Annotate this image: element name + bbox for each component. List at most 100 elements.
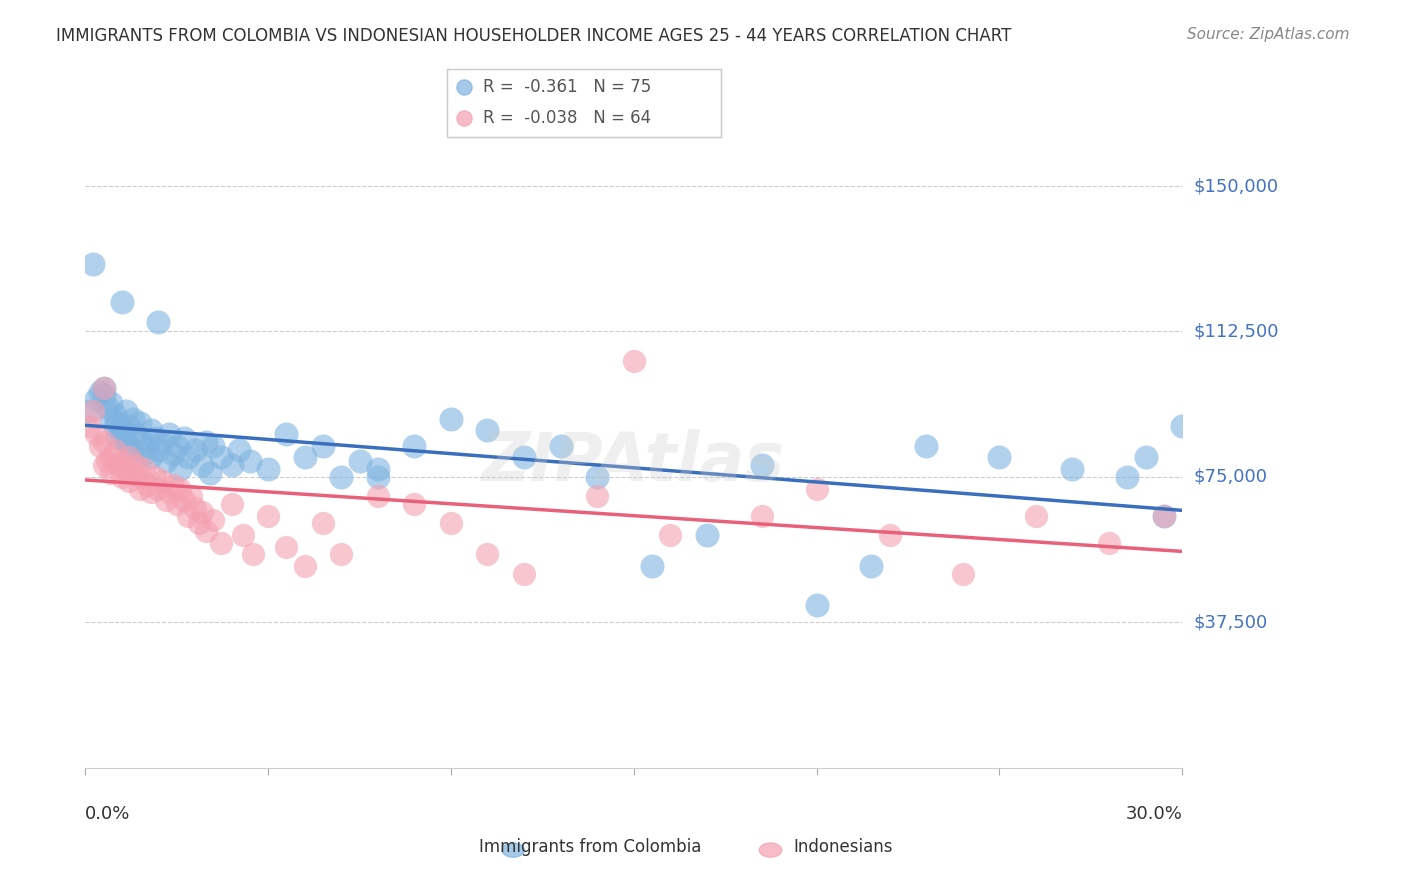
Immigrants from Colombia — [103, 419, 125, 434]
Immigrants from Colombia — [202, 439, 225, 453]
Indonesians — [118, 450, 141, 465]
Indonesians — [1025, 508, 1047, 523]
Text: IMMIGRANTS FROM COLOMBIA VS INDONESIAN HOUSEHOLDER INCOME AGES 25 - 44 YEARS COR: IMMIGRANTS FROM COLOMBIA VS INDONESIAN H… — [56, 27, 1011, 45]
Indonesians — [176, 508, 198, 523]
Immigrants from Colombia — [125, 427, 148, 442]
Immigrants from Colombia — [139, 423, 162, 437]
Indonesians — [100, 450, 122, 465]
Immigrants from Colombia — [228, 442, 250, 457]
Immigrants from Colombia — [550, 439, 572, 453]
Immigrants from Colombia — [988, 450, 1011, 465]
Immigrants from Colombia — [586, 470, 609, 484]
Indonesians — [162, 477, 184, 491]
Text: Source: ZipAtlas.com: Source: ZipAtlas.com — [1187, 27, 1350, 42]
Indonesians — [155, 493, 177, 508]
Indonesians — [93, 435, 115, 450]
Immigrants from Colombia — [173, 431, 195, 445]
Indonesians — [111, 454, 134, 468]
Indonesians — [294, 559, 316, 574]
Immigrants from Colombia — [1153, 508, 1175, 523]
Indonesians — [143, 470, 166, 484]
Indonesians — [513, 566, 536, 581]
Indonesians — [107, 458, 129, 473]
Indonesians — [121, 466, 143, 480]
Immigrants from Colombia — [751, 458, 773, 473]
Immigrants from Colombia — [404, 439, 426, 453]
Indonesians — [157, 485, 180, 500]
Indonesians — [586, 489, 609, 503]
Indonesians — [191, 505, 214, 519]
Indonesians — [84, 427, 107, 442]
Immigrants from Colombia — [860, 559, 883, 574]
Indonesians — [1098, 536, 1121, 550]
Immigrants from Colombia — [93, 388, 115, 402]
Immigrants from Colombia — [176, 450, 198, 465]
Immigrants from Colombia — [111, 427, 134, 442]
Indonesians — [136, 477, 159, 491]
Immigrants from Colombia — [806, 598, 828, 612]
Immigrants from Colombia — [136, 439, 159, 453]
Immigrants from Colombia — [111, 295, 134, 310]
Immigrants from Colombia — [367, 462, 389, 476]
Immigrants from Colombia — [93, 381, 115, 395]
Indonesians — [114, 462, 136, 476]
Indonesians — [404, 497, 426, 511]
Immigrants from Colombia — [294, 450, 316, 465]
Immigrants from Colombia — [107, 431, 129, 445]
Immigrants from Colombia — [143, 431, 166, 445]
Text: $37,500: $37,500 — [1194, 614, 1267, 632]
Immigrants from Colombia — [118, 439, 141, 453]
Indonesians — [184, 500, 207, 515]
Immigrants from Colombia — [312, 439, 335, 453]
Text: ZIPAtlas: ZIPAtlas — [482, 429, 786, 495]
Immigrants from Colombia — [1135, 450, 1157, 465]
Indonesians — [194, 524, 217, 538]
Immigrants from Colombia — [1116, 470, 1139, 484]
Immigrants from Colombia — [100, 411, 122, 425]
Immigrants from Colombia — [696, 528, 718, 542]
Immigrants from Colombia — [257, 462, 280, 476]
Indonesians — [148, 482, 170, 496]
Text: 30.0%: 30.0% — [1125, 805, 1182, 823]
Text: Immigrants from Colombia: Immigrants from Colombia — [479, 838, 702, 856]
Immigrants from Colombia — [330, 470, 353, 484]
Indonesians — [129, 482, 152, 496]
Immigrants from Colombia — [641, 559, 664, 574]
Indonesians — [103, 442, 125, 457]
Immigrants from Colombia — [118, 419, 141, 434]
Text: 0.0%: 0.0% — [86, 805, 131, 823]
Indonesians — [257, 508, 280, 523]
Indonesians — [100, 466, 122, 480]
Immigrants from Colombia — [513, 450, 536, 465]
Immigrants from Colombia — [239, 454, 262, 468]
Indonesians — [118, 474, 141, 488]
Immigrants from Colombia — [77, 404, 100, 418]
Immigrants from Colombia — [148, 442, 170, 457]
Immigrants from Colombia — [276, 427, 298, 442]
Immigrants from Colombia — [84, 392, 107, 407]
Immigrants from Colombia — [209, 450, 232, 465]
Immigrants from Colombia — [121, 411, 143, 425]
Immigrants from Colombia — [198, 466, 221, 480]
Indonesians — [221, 497, 243, 511]
Immigrants from Colombia — [114, 435, 136, 450]
Text: $112,500: $112,500 — [1194, 323, 1278, 341]
Indonesians — [477, 548, 499, 562]
Immigrants from Colombia — [194, 435, 217, 450]
Immigrants from Colombia — [129, 431, 152, 445]
Indonesians — [952, 566, 974, 581]
Indonesians — [82, 404, 104, 418]
Indonesians — [1153, 508, 1175, 523]
Immigrants from Colombia — [100, 396, 122, 410]
Indonesians — [202, 512, 225, 526]
Indonesians — [77, 419, 100, 434]
Immigrants from Colombia — [107, 416, 129, 430]
Immigrants from Colombia — [96, 400, 118, 414]
Immigrants from Colombia — [82, 257, 104, 271]
Immigrants from Colombia — [121, 442, 143, 457]
Text: Indonesians: Indonesians — [794, 838, 893, 856]
Immigrants from Colombia — [477, 423, 499, 437]
Indonesians — [129, 470, 152, 484]
Immigrants from Colombia — [184, 442, 207, 457]
Indonesians — [180, 489, 202, 503]
